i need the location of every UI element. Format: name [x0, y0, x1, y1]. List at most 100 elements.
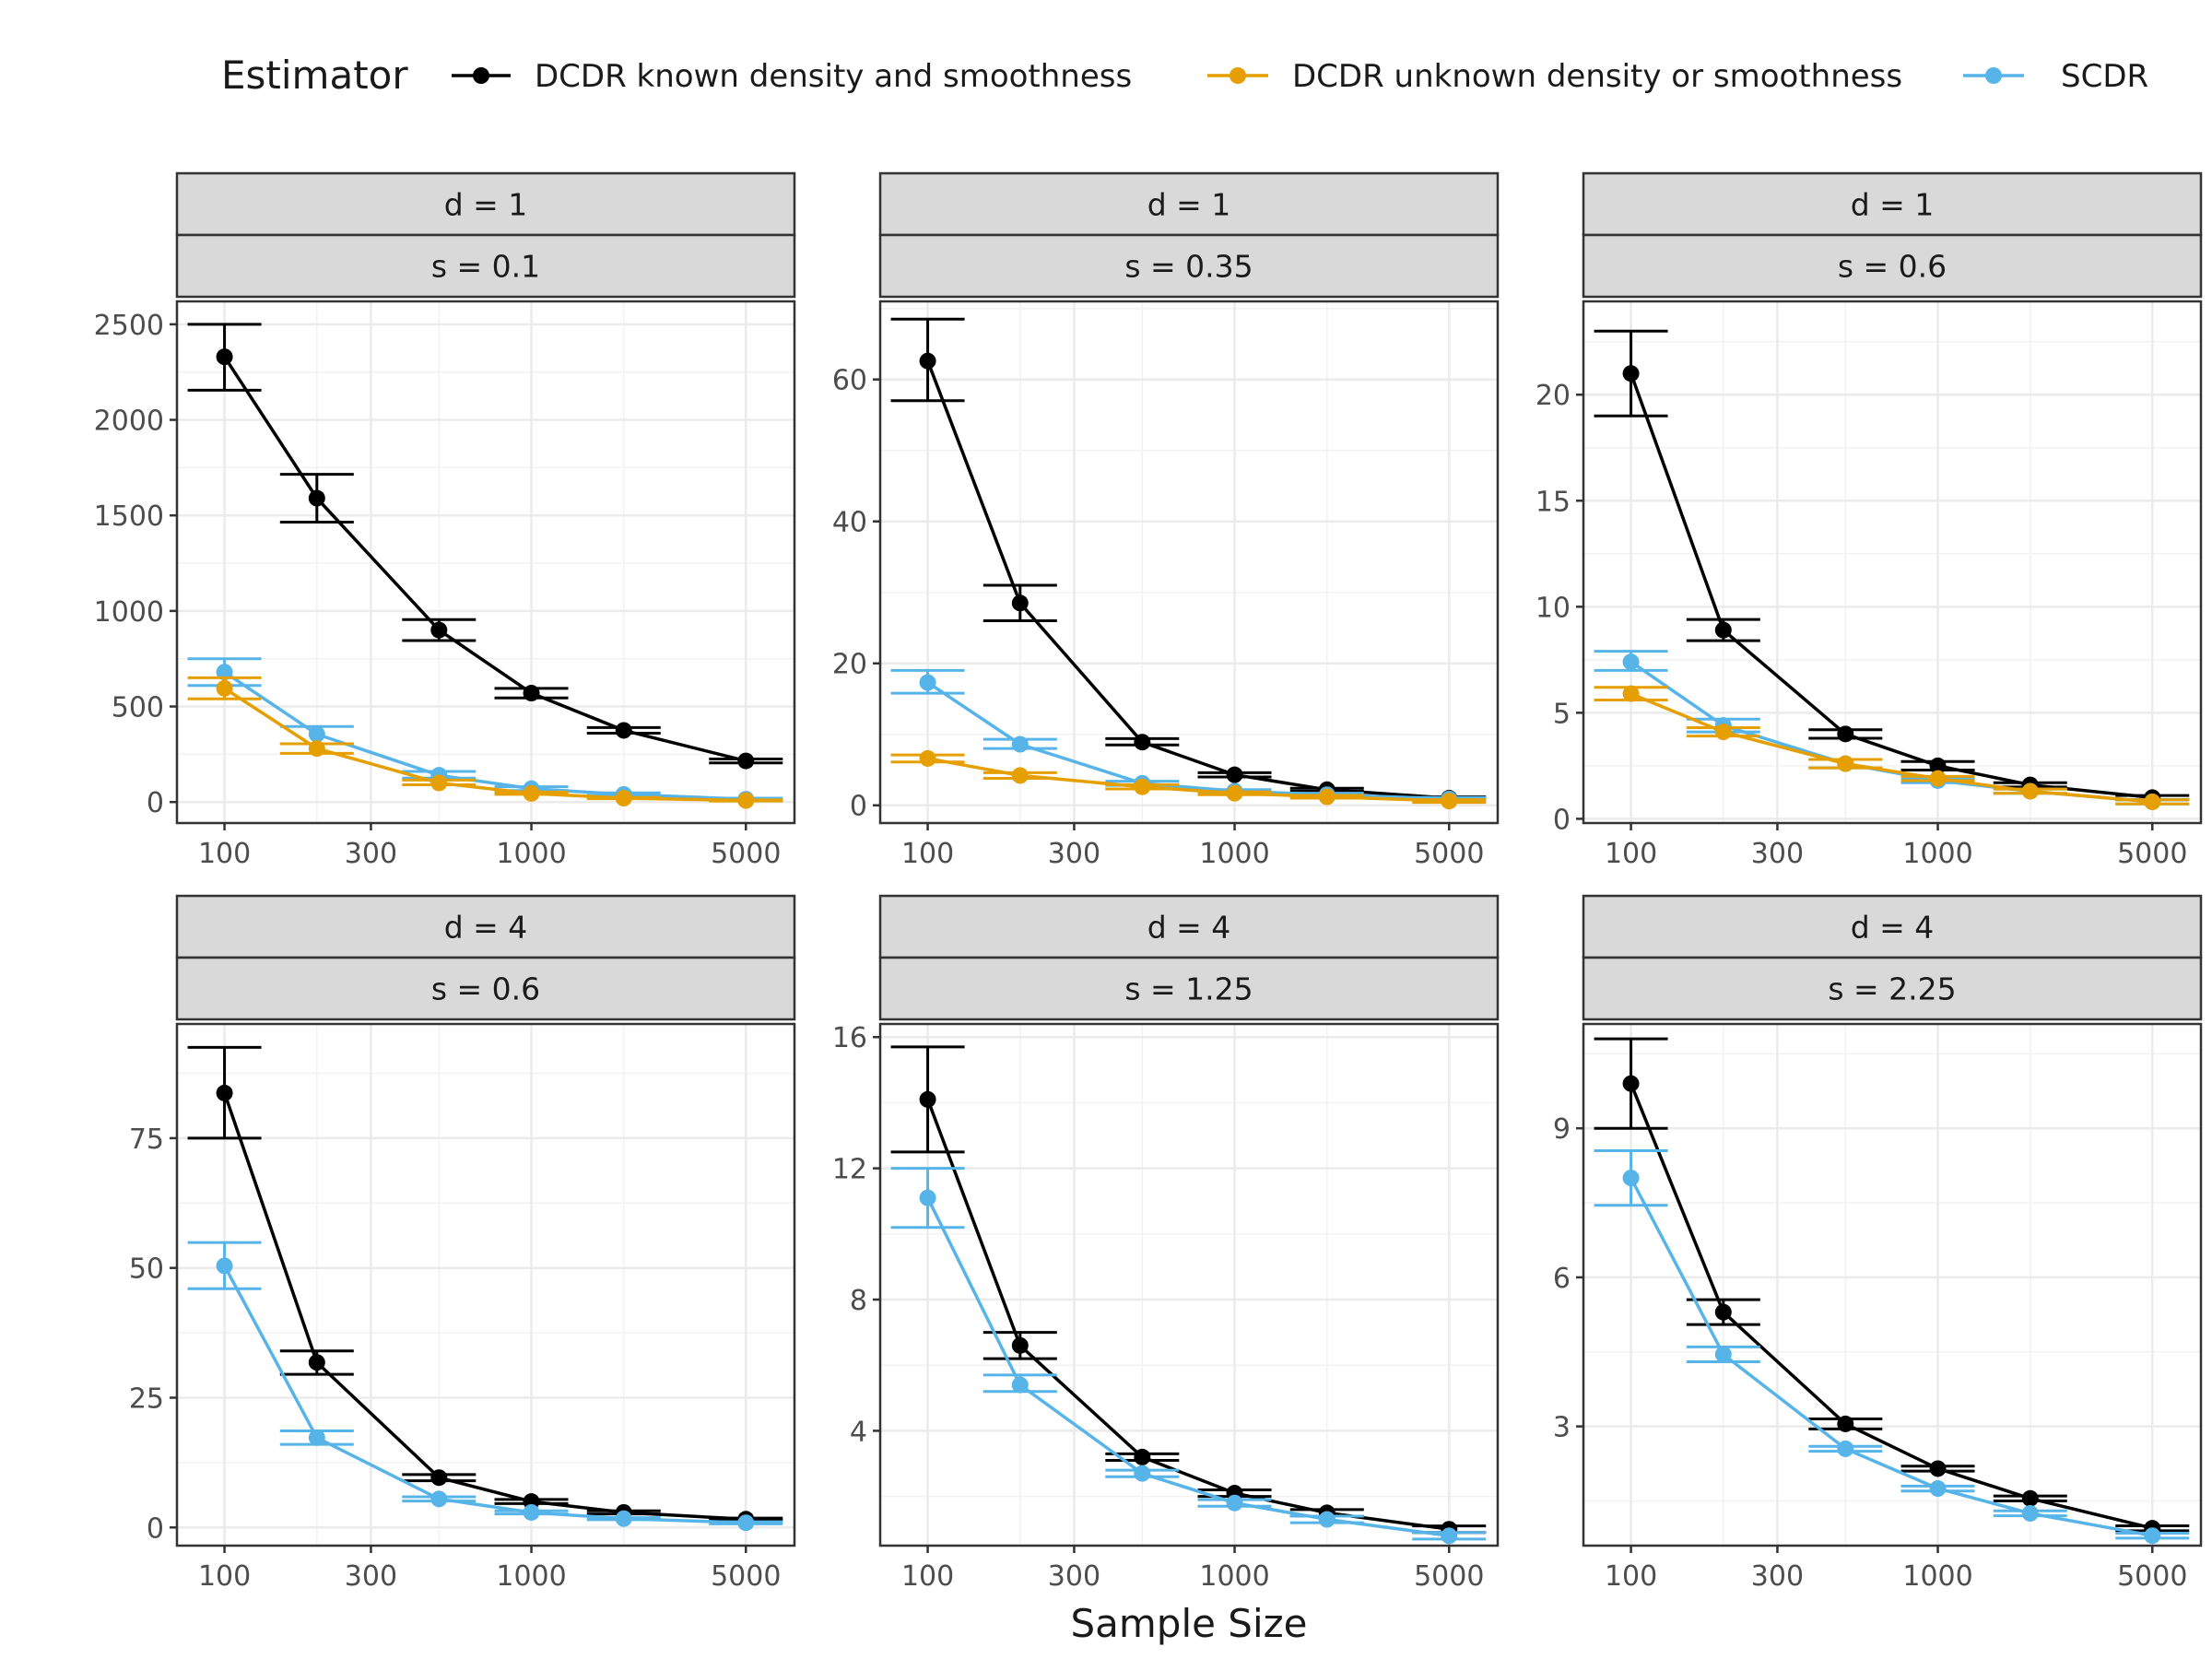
y-tick-label: 75 — [129, 1124, 164, 1156]
y-tick-label: 9 — [1553, 1113, 1571, 1146]
data-point — [1226, 784, 1243, 802]
data-point — [919, 1189, 936, 1206]
panel-grid — [880, 301, 1498, 823]
data-point — [1714, 1303, 1732, 1321]
y-tick-label: 500 — [112, 692, 164, 724]
x-tick-label: 300 — [1751, 838, 1804, 870]
facet-strip-d-label: d = 1 — [1147, 187, 1231, 223]
series-line — [926, 1196, 1450, 1538]
data-point — [1714, 724, 1732, 741]
facet-panel: d = 1 s = 0.1 0 500 1000 1500 2000 2500 100 300 10… — [94, 171, 796, 870]
facet-strip-s — [878, 233, 1500, 299]
facet-strip-d-label: d = 1 — [1851, 187, 1935, 223]
x-tick-label: 300 — [345, 838, 397, 870]
data-point — [216, 679, 233, 697]
panel-grid — [1583, 1024, 2201, 1546]
series-line — [1630, 1177, 2153, 1537]
y-tick-label: 16 — [832, 1022, 867, 1054]
facet-panel: d = 4 s = 0.6 0 25 50 75 100 300 1000 5000 — [129, 894, 796, 1593]
facet-strip-d-label: d = 4 — [1147, 910, 1231, 946]
x-axis-title: Sample Size — [1070, 1601, 1307, 1646]
data-point — [919, 1090, 936, 1108]
series-line — [926, 681, 1450, 801]
data-point — [308, 489, 325, 507]
series — [187, 1241, 783, 1532]
data-point — [1622, 653, 1640, 671]
y-tick-label: 50 — [129, 1253, 164, 1286]
data-point — [1622, 365, 1640, 382]
y-tick-label: 0 — [147, 1512, 164, 1545]
legend-label: DCDR unknown density or smoothness — [1292, 58, 1902, 95]
series — [1594, 329, 2190, 806]
y-tick-label: 15 — [1535, 486, 1571, 518]
y-tick-label: 10 — [1535, 592, 1571, 624]
y-tick-label: 12 — [832, 1154, 867, 1186]
data-point — [308, 725, 325, 743]
data-point — [1134, 778, 1151, 795]
data-point — [1622, 1170, 1640, 1187]
y-tick-label: 0 — [1553, 804, 1571, 836]
facet-strip-s-label: s = 0.35 — [1124, 249, 1253, 285]
series — [1594, 1037, 2190, 1537]
y-tick-label: 2500 — [94, 310, 164, 342]
data-point — [1929, 757, 1947, 774]
series — [890, 1167, 1487, 1545]
y-tick-label: 1000 — [94, 596, 164, 629]
facet-strip-d-label: d = 4 — [444, 910, 528, 946]
data-point — [737, 752, 755, 770]
x-tick-label: 5000 — [2117, 838, 2187, 870]
y-tick-label: 8 — [850, 1285, 867, 1317]
legend-key-point — [1985, 67, 2002, 84]
data-point — [308, 1354, 325, 1371]
legend-label: SCDR — [2061, 58, 2148, 95]
x-tick-label: 5000 — [1414, 838, 1484, 870]
data-point — [737, 1514, 755, 1532]
facet-panel: d = 1 s = 0.35 0 20 40 60 100 300 1000 5000 — [832, 171, 1500, 870]
facet-panel: d = 4 s = 1.25 4 8 12 16 100 300 1000 5000 — [832, 894, 1500, 1593]
data-point — [919, 352, 936, 370]
data-point — [615, 1510, 632, 1527]
panel-border — [878, 300, 1500, 825]
data-point — [1929, 770, 1947, 787]
x-tick-label: 5000 — [2117, 1560, 2187, 1593]
x-tick-label: 5000 — [1414, 1560, 1484, 1593]
series-line — [925, 1099, 1450, 1531]
x-tick-label: 100 — [1605, 1560, 1657, 1593]
series-line — [925, 360, 1450, 800]
series — [890, 317, 1487, 807]
data-point — [523, 685, 540, 702]
data-point — [1622, 1075, 1640, 1092]
y-tick-label: 2000 — [94, 406, 164, 438]
data-point — [308, 1429, 325, 1446]
x-tick-label: 1000 — [496, 838, 566, 870]
x-tick-label: 1000 — [496, 1560, 566, 1593]
facet-strip-s — [1582, 233, 2203, 299]
x-tick-label: 1000 — [1902, 838, 1972, 870]
series-line — [223, 687, 747, 803]
x-tick-label: 100 — [198, 1560, 251, 1593]
legend-key-point — [1230, 67, 1246, 84]
legend: Estimator DCDR known density and smoothn… — [221, 53, 2148, 98]
data-point — [615, 790, 632, 807]
data-point — [737, 792, 755, 809]
facet-strip-d — [878, 171, 1500, 237]
x-tick-label: 1000 — [1199, 838, 1269, 870]
y-tick-label: 40 — [832, 507, 867, 539]
facet-strip-d — [175, 171, 796, 237]
x-tick-label: 5000 — [711, 838, 781, 870]
facet-strip-s — [175, 233, 796, 299]
facet-strip-d-label: d = 4 — [1851, 910, 1935, 946]
data-point — [1714, 621, 1732, 639]
y-tick-label: 4 — [850, 1416, 867, 1448]
legend-item: DCDR known density and smoothness — [452, 58, 1132, 95]
legend-item: SCDR — [1963, 58, 2148, 95]
data-point — [216, 664, 233, 681]
data-point — [1226, 1494, 1243, 1512]
facet-strip-s — [175, 956, 796, 1021]
panel-grid — [1583, 301, 2201, 823]
y-tick-label: 5 — [1553, 698, 1571, 730]
facet-strip-d-label: d = 1 — [444, 187, 528, 223]
series-line — [1629, 372, 2153, 800]
panel-border — [175, 1022, 796, 1547]
facet-strip-s-label: s = 2.25 — [1828, 971, 1956, 1007]
